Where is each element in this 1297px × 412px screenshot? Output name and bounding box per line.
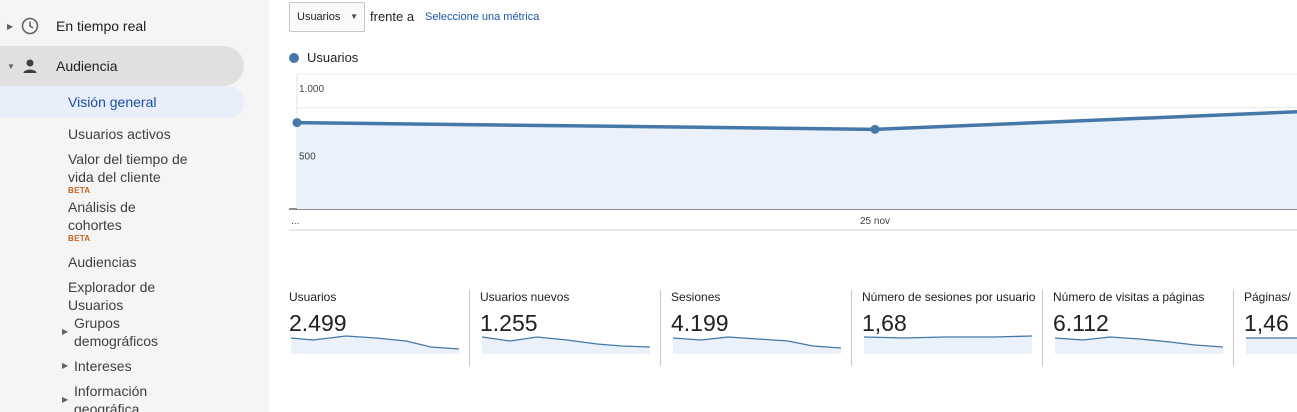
beta-badge: BETA [68,186,91,195]
data-point [870,124,880,134]
stat-value: 6.112 [1053,310,1109,336]
sidebar-item-lifetime-value[interactable]: Valor del tiempo de vida del cliente BET… [68,150,196,195]
sidebar-item-label: Valor del tiempo de vida del cliente [68,151,188,185]
stat-card[interactable]: Número de visitas a páginas 6.112 [1053,270,1234,366]
stat-label: Páginas/ [1244,290,1291,304]
caret-right-icon: ▶ [7,21,14,31]
sidebar-item-active-users[interactable]: Usuarios activos [68,125,248,143]
stat-value: 1,68 [862,310,907,336]
sidebar-item-label: Audiencias [68,254,137,270]
sidebar: ▶ En tiempo real ▼ Audiencia Visión gene… [0,0,269,412]
stat-card[interactable]: Páginas/1,46 [1244,270,1297,366]
chart-legend: Usuarios [289,50,358,65]
x-tick-label: ... [291,216,299,227]
nav-audience[interactable]: ▼ Audiencia [0,46,244,86]
stat-label: Número de visitas a páginas [1053,290,1205,304]
legend-dot [289,52,299,63]
sparkline [482,336,651,354]
sidebar-item-cohort-analysis[interactable]: Análisis de cohortes BETA [68,198,158,243]
metric-select-value: Usuarios [297,11,341,23]
nav-realtime-label: En tiempo real [56,18,147,34]
sidebar-item-label: Usuarios activos [68,126,171,142]
stat-divider [851,290,852,366]
sparkline [291,335,460,354]
sidebar-item-label: Información geográfica [74,383,148,412]
caret-right-icon: ▶ [62,395,69,404]
legend-label: Usuarios [307,50,359,65]
sidebar-item-audiences[interactable]: Audiencias [68,253,248,271]
stat-divider [660,290,661,366]
sidebar-item-label: Análisis de cohortes [68,199,136,233]
main-panel: Usuarios ▼ frente a Seleccione una métri… [269,0,1297,412]
stat-card[interactable]: Sesiones 4.199 [671,270,852,366]
sparkline [673,336,842,354]
data-point [292,118,302,128]
dropdown-arrow-icon: ▼ [350,12,358,21]
stat-label: Usuarios nuevos [480,290,570,304]
caret-right-icon: ▶ [62,361,69,370]
sidebar-item-user-explorer[interactable]: Explorador de Usuarios [68,278,178,314]
person-icon [23,59,37,73]
sparkline [864,335,1033,354]
sparkline [1055,336,1224,354]
y-tick-label: 1.000 [299,84,324,95]
stat-value: 2.499 [289,310,347,336]
caret-right-icon: ▶ [62,327,69,336]
stat-divider [469,290,470,366]
stat-divider [1042,290,1043,366]
stat-card[interactable]: Número de sesiones por usuario 1,68 [862,270,1043,366]
stat-value: 1,46 [1244,310,1289,336]
sidebar-item-label: Visión general [68,94,157,110]
stat-label: Usuarios [289,290,337,304]
sidebar-item-demographics[interactable]: Grupos demográficos [74,314,184,350]
nav-realtime[interactable]: ▶ En tiempo real [0,6,244,46]
sparkline [1246,337,1297,354]
stat-label: Sesiones [671,290,721,304]
sidebar-item-label: Grupos demográficos [74,315,159,349]
beta-badge: BETA [68,234,91,243]
metric-select[interactable]: Usuarios ▼ [289,2,365,32]
caret-down-icon: ▼ [7,61,15,71]
nav-audience-label: Audiencia [56,58,118,74]
line-chart: 1.000 500... 25 nov [289,73,1297,231]
sidebar-item-geo[interactable]: Información geográfica [74,382,174,412]
stat-card[interactable]: Usuarios 2.499 [289,270,470,366]
series-area [297,111,1297,209]
stat-divider [1233,290,1234,366]
stat-card[interactable]: Usuarios nuevos 1.255 [480,270,661,366]
y-tick-label: 500 [299,152,316,163]
clock-icon [21,17,39,35]
select-metric-link[interactable]: Seleccione una métrica [425,11,540,23]
sidebar-item-overview[interactable]: Visión general [0,86,244,118]
vs-label: frente a [370,9,415,24]
stat-value: 4.199 [671,310,729,336]
x-tick-label: 25 nov [860,216,890,227]
sidebar-item-label: Intereses [74,358,132,374]
stat-label: Número de sesiones por usuario [862,290,1036,304]
stat-value: 1.255 [480,310,538,336]
sidebar-item-interests[interactable]: Intereses [74,357,244,375]
sidebar-item-label: Explorador de Usuarios [68,279,156,313]
